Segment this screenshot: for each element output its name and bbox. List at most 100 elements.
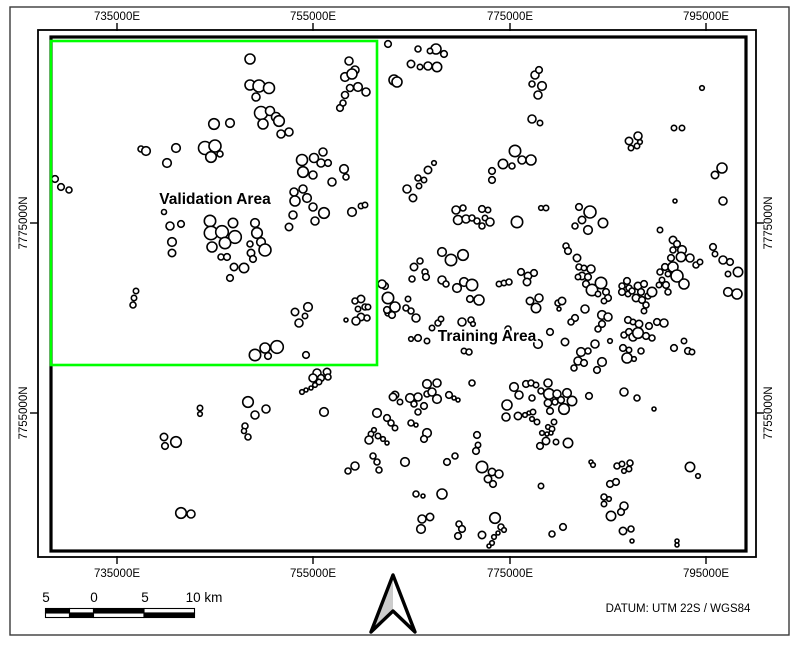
deposit-point xyxy=(343,317,349,323)
deposit-point xyxy=(414,174,422,182)
deposit-point xyxy=(574,273,582,281)
deposit-point xyxy=(203,214,217,228)
deposit-point xyxy=(563,246,573,256)
deposit-point xyxy=(639,279,649,289)
deposit-point xyxy=(487,166,497,176)
deposit-point xyxy=(483,474,493,484)
deposit-point xyxy=(617,287,627,297)
deposit-point xyxy=(298,184,308,194)
deposit-point xyxy=(208,139,222,153)
deposit-point xyxy=(651,406,657,412)
deposit-point xyxy=(227,217,239,229)
deposit-point xyxy=(419,434,429,444)
deposit-point xyxy=(684,461,696,473)
deposit-point xyxy=(240,427,248,435)
deposit-point xyxy=(129,301,137,309)
deposit-point xyxy=(259,342,271,354)
deposit-point xyxy=(391,424,399,432)
deposit-point xyxy=(718,196,728,206)
deposit-point xyxy=(439,49,449,59)
deposit-point xyxy=(627,144,635,152)
deposit-point xyxy=(160,208,168,216)
datum-label: DATUM: UTM 22S / WGS84 xyxy=(606,603,751,615)
deposit-point xyxy=(605,510,617,522)
deposit-point xyxy=(431,61,443,73)
deposit-point xyxy=(361,87,371,97)
deposit-point xyxy=(276,129,286,139)
deposit-point xyxy=(594,325,602,333)
deposit-point xyxy=(383,39,393,49)
deposit-point xyxy=(295,153,309,167)
deposit-point xyxy=(264,105,276,117)
deposit-point xyxy=(508,162,516,170)
deposit-point xyxy=(618,343,628,353)
deposit-point xyxy=(423,61,433,71)
deposit-point xyxy=(396,398,404,406)
deposit-point xyxy=(169,435,183,449)
deposit-point xyxy=(459,204,467,212)
deposit-point xyxy=(222,252,232,262)
deposit-point xyxy=(633,142,641,150)
deposit-point xyxy=(655,281,663,289)
deposit-point xyxy=(666,253,676,263)
deposit-point xyxy=(419,401,429,411)
deposit-point xyxy=(132,287,140,295)
deposit-point xyxy=(354,305,362,313)
deposit-point xyxy=(672,198,678,204)
deposit-point xyxy=(571,222,579,230)
deposit-point xyxy=(389,301,401,313)
deposit-point xyxy=(582,224,594,236)
deposit-point xyxy=(644,321,654,331)
north-arrow-icon xyxy=(369,573,417,634)
deposit-point xyxy=(407,307,415,315)
deposit-point xyxy=(225,273,235,283)
deposit-point xyxy=(669,343,679,353)
deposit-point xyxy=(488,511,502,525)
deposit-point xyxy=(724,270,732,278)
deposit-point xyxy=(465,278,479,292)
deposit-point xyxy=(497,158,509,170)
deposit-point xyxy=(636,138,644,146)
deposit-point xyxy=(625,346,633,354)
deposit-point xyxy=(603,312,613,322)
deposit-point xyxy=(528,80,536,88)
deposit-point xyxy=(664,288,672,296)
deposit-point xyxy=(629,538,635,544)
deposit-point xyxy=(249,217,261,229)
validation-area-rect xyxy=(49,39,379,367)
deposit-point xyxy=(485,217,495,227)
deposit-point xyxy=(656,268,664,276)
deposit-point xyxy=(414,45,422,53)
deposit-point xyxy=(415,182,423,190)
axis-label-top-755000e: 755000E xyxy=(290,11,336,23)
deposit-point xyxy=(572,253,582,263)
deposit-point xyxy=(344,56,354,66)
deposit-point xyxy=(444,253,458,267)
deposit-point xyxy=(436,246,448,258)
deposit-point xyxy=(166,236,178,248)
deposit-point xyxy=(416,257,424,265)
deposit-point xyxy=(408,193,418,203)
deposit-point xyxy=(637,347,645,355)
deposit-point xyxy=(412,490,420,498)
deposit-point xyxy=(361,201,369,209)
deposit-point xyxy=(244,53,256,65)
deposit-point xyxy=(250,226,264,240)
deposit-point xyxy=(556,395,566,405)
deposit-point xyxy=(161,157,173,169)
deposit-point xyxy=(442,280,450,288)
deposit-point xyxy=(308,202,318,212)
deposit-point xyxy=(174,506,188,520)
deposit-point xyxy=(661,280,671,290)
deposit-point xyxy=(529,268,539,278)
deposit-point xyxy=(471,446,481,456)
deposit-point xyxy=(351,297,359,305)
deposit-point xyxy=(364,435,374,445)
deposit-point xyxy=(207,117,221,131)
deposit-point xyxy=(590,339,600,349)
deposit-point xyxy=(411,313,421,323)
scale-label-10km: 10 km xyxy=(186,590,223,605)
deposit-point xyxy=(363,314,371,322)
deposit-point xyxy=(290,307,300,317)
